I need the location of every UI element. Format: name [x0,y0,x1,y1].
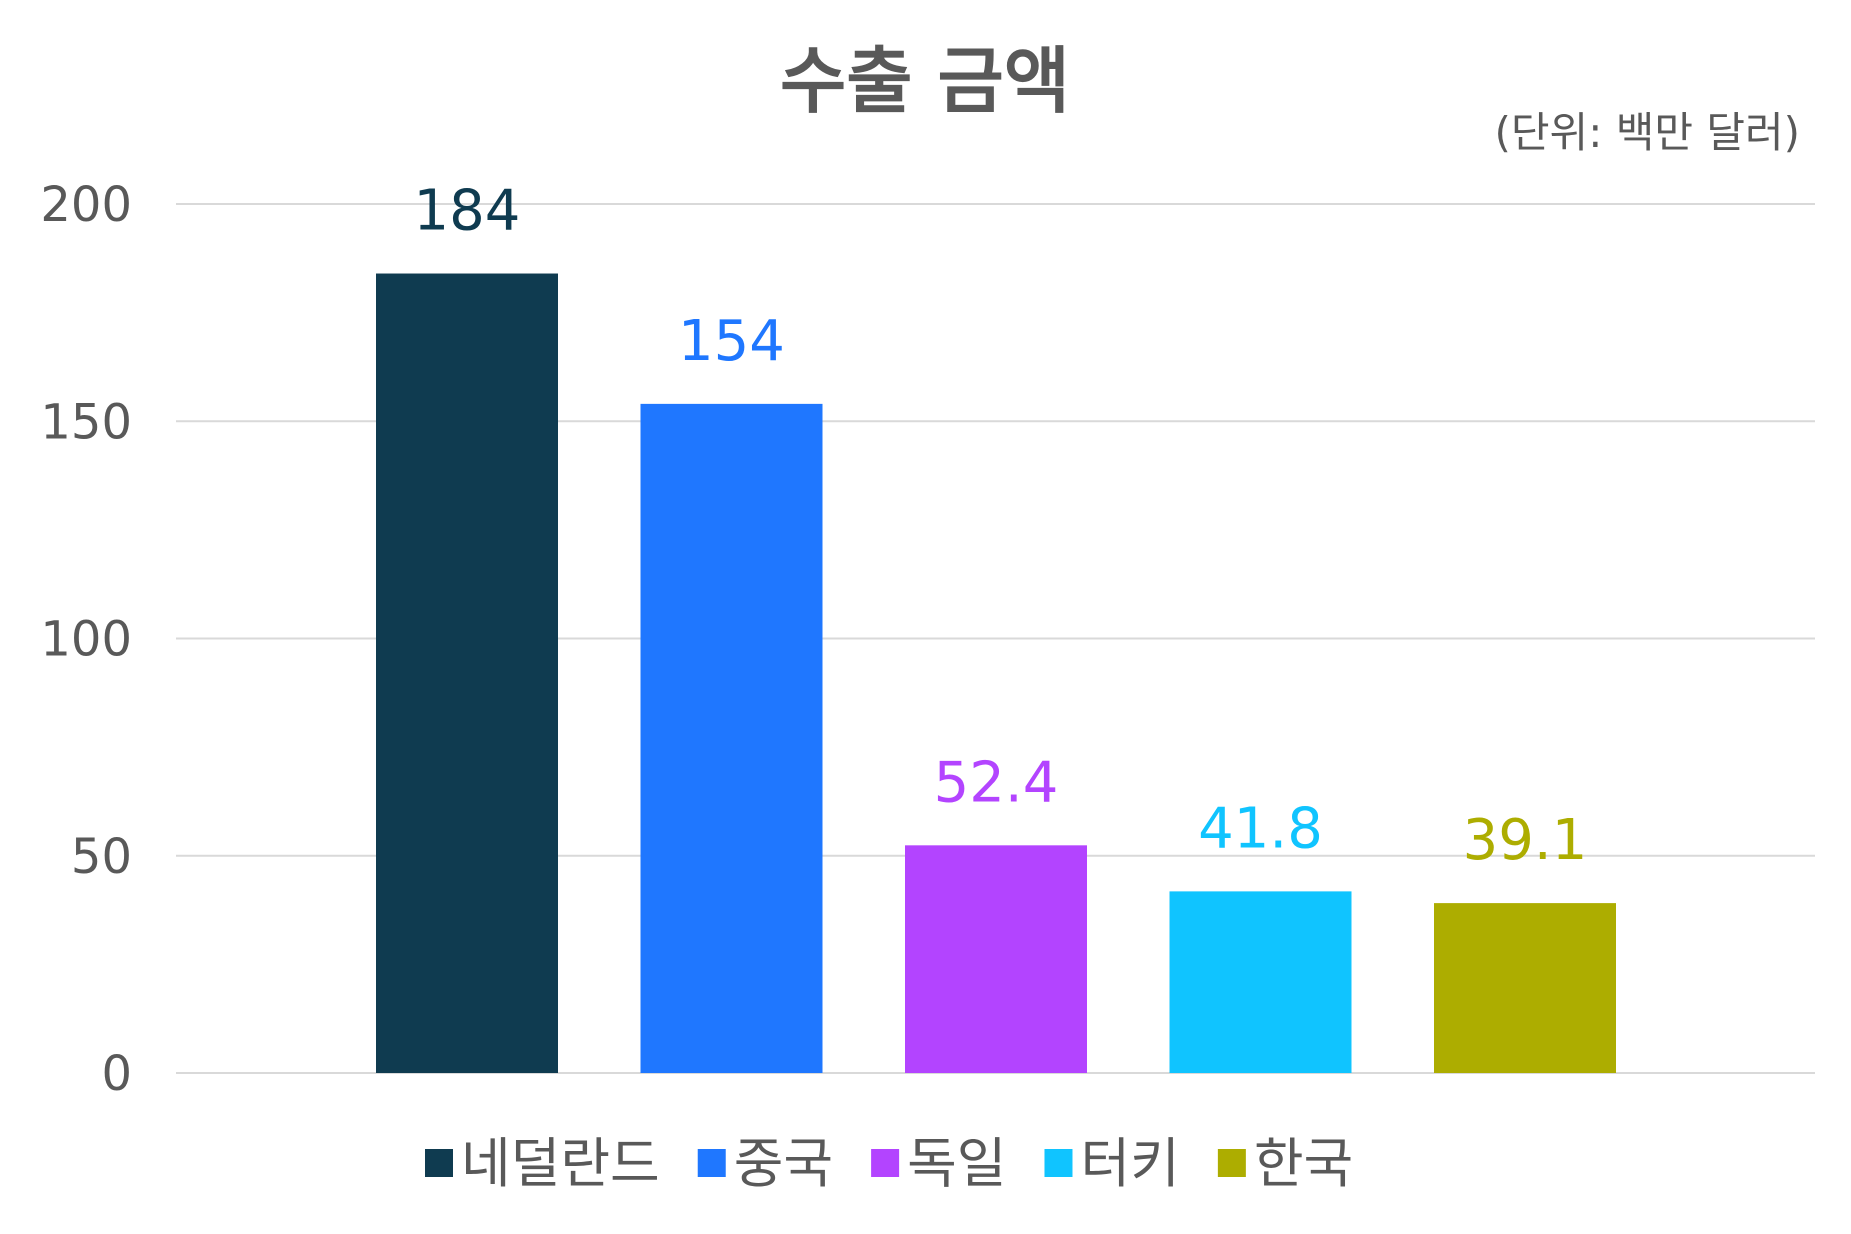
bar-4 [1169,891,1352,1073]
legend-label-5: 한국 [1254,1132,1353,1195]
bar-1 [376,273,558,1073]
y-tick-label-100: 100 [40,612,132,668]
legend-label-4: 터키 [1080,1132,1179,1195]
legend-swatch-4 [1044,1149,1073,1177]
y-tick-label-50: 50 [71,829,132,885]
bar-3 [905,845,1087,1073]
legend-swatch-5 [1217,1149,1246,1177]
legend-label-1: 네덜란드 [461,1132,660,1195]
bar-2 [640,403,823,1073]
legend-swatch-2 [697,1149,726,1177]
bars [376,273,1616,1073]
legend-swatch-3 [871,1149,900,1177]
y-tick-label-150: 150 [40,394,132,450]
chart-title: 수출 금액 [780,39,1070,123]
legend-label-2: 중국 [734,1132,833,1195]
data-label-5: 39.1 [1463,808,1588,873]
data-labels: 184 154 52.4 41.8 39.1 [414,179,1588,874]
legend-label-3: 독일 [907,1132,1006,1195]
data-label-3: 52.4 [934,750,1059,815]
bar-5 [1434,903,1616,1073]
data-label-1: 184 [414,179,521,244]
y-axis-ticks: 0 50 100 150 200 [40,177,132,1102]
legend: 네덜란드 중국 독일 터키 한국 [425,1132,1353,1195]
y-tick-label-200: 200 [40,177,132,233]
y-tick-label-0: 0 [101,1046,132,1102]
data-label-4: 41.8 [1198,796,1323,861]
legend-swatch-1 [425,1149,453,1177]
unit-note: (단위: 백만 달러) [1495,108,1800,157]
data-label-2: 154 [678,309,785,374]
